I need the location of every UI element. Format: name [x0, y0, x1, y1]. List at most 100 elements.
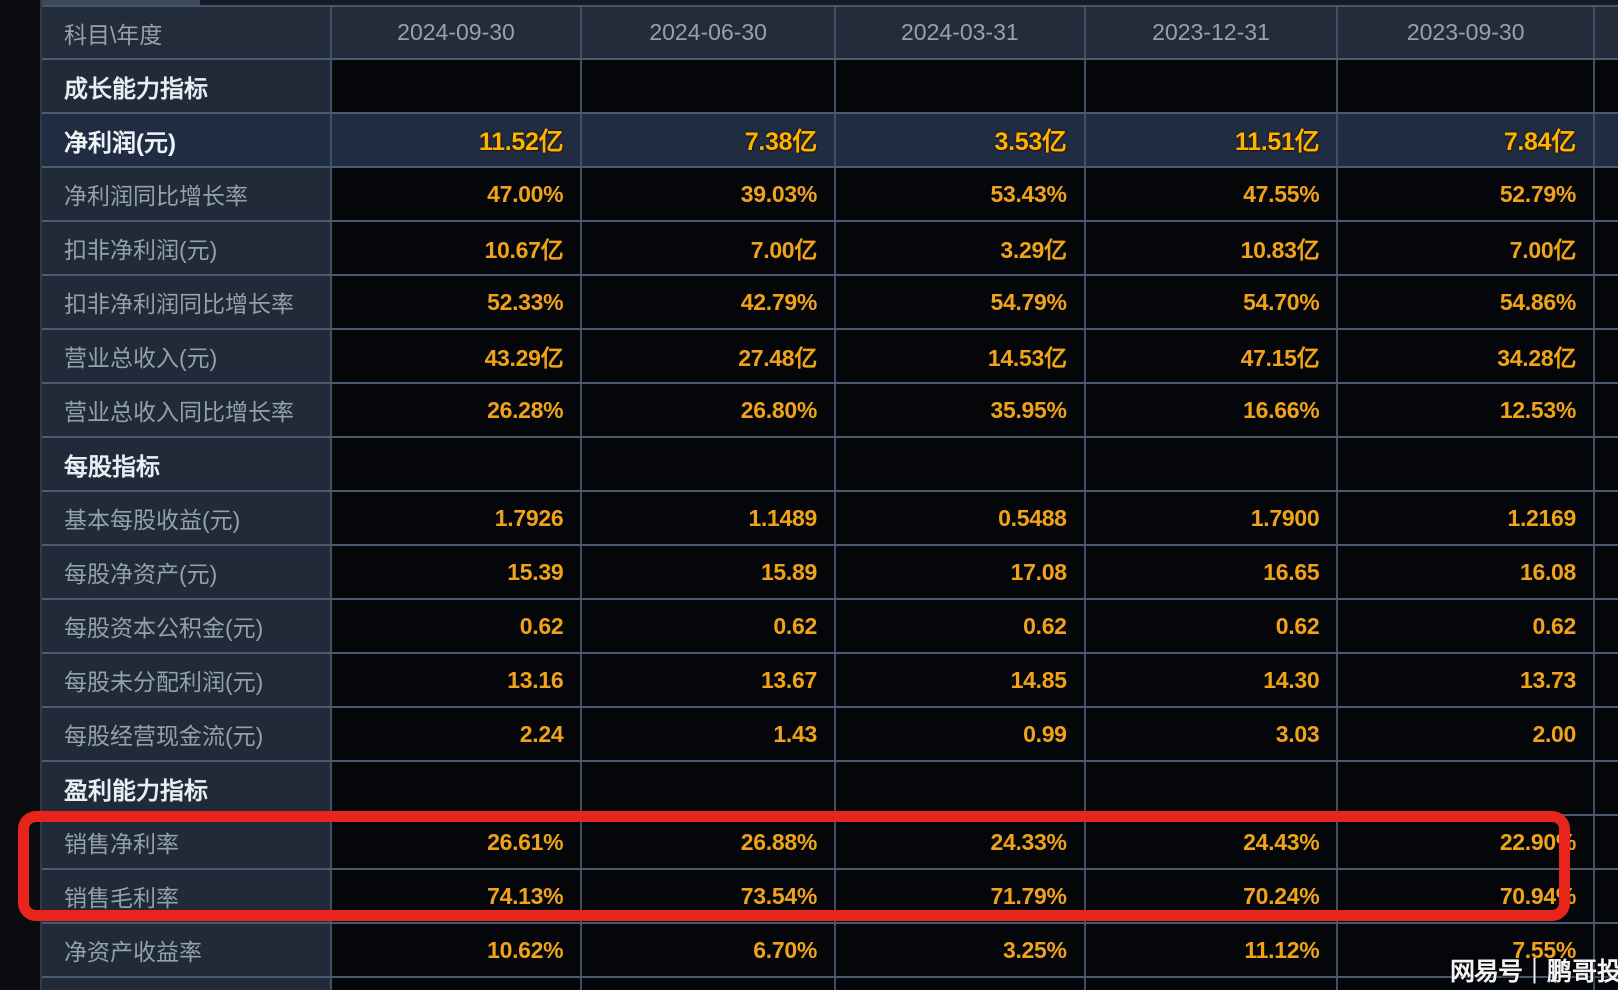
clipped-column-cell — [1595, 654, 1618, 706]
cell-value: 26.61% — [331, 816, 583, 868]
cell-value: 1.7926 — [331, 492, 583, 544]
cell-value: 1.2169 — [1338, 492, 1596, 544]
table-row[interactable]: 销售毛利率 74.13% 73.54% 71.79% 70.24% 70.94% — [42, 870, 1618, 924]
cell-value: 15.89 — [582, 546, 836, 598]
cell-value: 10.83亿 — [1085, 222, 1339, 274]
page-background-strip — [0, 0, 40, 990]
netease-watermark: 网易号｜鹏哥投研 — [1450, 952, 1618, 988]
cell-value: 53.43% — [836, 168, 1086, 220]
header-date-4: 2023-12-31 — [1085, 7, 1339, 58]
cell-value — [331, 762, 583, 814]
clipped-column-cell — [1595, 60, 1618, 112]
row-label: 净利润(元) — [42, 114, 332, 166]
cell-value: 34.28亿 — [1338, 330, 1596, 382]
cell-value — [1085, 60, 1339, 112]
cell-value — [836, 438, 1086, 490]
cell-value: 24.33% — [836, 816, 1086, 868]
cell-value: 14.53亿 — [836, 330, 1086, 382]
cell-value — [1338, 60, 1596, 112]
row-label: 每股经营现金流(元) — [42, 708, 332, 760]
cell-value: 13.67 — [582, 654, 836, 706]
clipped-cell — [42, 978, 332, 990]
cell-value: 54.79% — [836, 276, 1086, 328]
cell-value: 16.65 — [1085, 546, 1339, 598]
netease-logo-text: 网易号 — [1450, 958, 1523, 986]
cell-value: 74.13% — [331, 870, 583, 922]
cell-value: 1.43 — [582, 708, 836, 760]
cell-value: 52.79% — [1338, 168, 1596, 220]
table-row[interactable]: 每股资本公积金(元) 0.62 0.62 0.62 0.62 0.62 — [42, 600, 1618, 654]
cell-value: 22.90% — [1338, 816, 1596, 868]
cell-value: 70.94% — [1338, 870, 1596, 922]
table-row[interactable]: 扣非净利润(元) 10.67亿 7.00亿 3.29亿 10.83亿 7.00亿 — [42, 222, 1618, 276]
clipped-column-cell — [1595, 708, 1618, 760]
cell-value: 2.24 — [331, 708, 583, 760]
cell-value: 1.1489 — [582, 492, 836, 544]
clipped-column-cell — [1595, 168, 1618, 220]
clipped-column-cell — [1594, 114, 1618, 166]
cell-value: 3.53亿 — [835, 114, 1086, 166]
table-row[interactable]: 扣非净利润同比增长率 52.33% 42.79% 54.79% 54.70% 54.86% — [42, 276, 1618, 330]
cell-value: 14.30 — [1085, 654, 1339, 706]
table-row[interactable]: 每股净资产(元) 15.39 15.89 17.08 16.65 16.08 — [42, 546, 1618, 600]
table-row[interactable]: 每股指标 — [42, 438, 1618, 492]
cell-value — [331, 60, 583, 112]
table-row[interactable]: 营业总收入同比增长率 26.28% 26.80% 35.95% 16.66% 12.53% — [42, 384, 1618, 438]
table-row[interactable]: 净资产收益率 10.62% 6.70% 3.25% 11.12% 7.55% — [42, 924, 1618, 978]
row-label: 营业总收入(元) — [42, 330, 332, 382]
header-clipped-column — [1595, 7, 1618, 58]
cell-value: 43.29亿 — [331, 330, 583, 382]
watermark-separator: ｜ — [1522, 958, 1548, 986]
header-date-5: 2023-09-30 — [1338, 7, 1596, 58]
table-row[interactable]: 盈利能力指标 — [42, 762, 1618, 816]
cell-value: 24.43% — [1085, 816, 1339, 868]
cell-value: 10.67亿 — [331, 222, 583, 274]
cell-value: 3.25% — [836, 924, 1086, 976]
cell-value: 7.84亿 — [1338, 114, 1595, 166]
table-row[interactable]: 净利润(元) 11.52亿 7.38亿 3.53亿 11.51亿 7.84亿 — [42, 114, 1618, 168]
clipped-cell — [1595, 978, 1618, 990]
cell-value — [1085, 762, 1339, 814]
header-date-1: 2024-09-30 — [331, 7, 583, 58]
table-row[interactable]: 每股经营现金流(元) 2.24 1.43 0.99 3.03 2.00 — [42, 708, 1618, 762]
cell-value: 42.79% — [582, 276, 836, 328]
cell-value: 73.54% — [582, 870, 836, 922]
cell-value: 10.62% — [331, 924, 583, 976]
row-label: 销售净利率 — [42, 816, 332, 868]
cell-value: 7.55% — [1338, 924, 1596, 976]
cell-value: 12.53% — [1338, 384, 1596, 436]
clipped-column-cell — [1595, 762, 1618, 814]
row-label: 每股指标 — [42, 438, 332, 490]
cell-value: 11.51亿 — [1085, 114, 1339, 166]
row-label: 每股净资产(元) — [42, 546, 332, 598]
clipped-column-cell — [1595, 816, 1618, 868]
table-row[interactable]: 成长能力指标 — [42, 60, 1618, 114]
cell-value: 17.08 — [836, 546, 1086, 598]
clipped-column-cell — [1595, 600, 1618, 652]
cell-value: 7.00亿 — [1338, 222, 1596, 274]
table-row[interactable]: 销售净利率 26.61% 26.88% 24.33% 24.43% 22.90% — [42, 816, 1618, 870]
clipped-cell — [1338, 978, 1596, 990]
cell-value: 0.62 — [582, 600, 836, 652]
row-label: 盈利能力指标 — [42, 762, 332, 814]
cell-value: 54.70% — [1085, 276, 1339, 328]
clipped-column-cell — [1595, 276, 1618, 328]
clipped-column-cell — [1595, 222, 1618, 274]
cell-value: 2.00 — [1338, 708, 1596, 760]
watermark-author: 鹏哥投研 — [1547, 958, 1618, 986]
clipped-column-cell — [1595, 438, 1618, 490]
cell-value: 54.86% — [1338, 276, 1596, 328]
table-row[interactable]: 净利润同比增长率 47.00% 39.03% 53.43% 47.55% 52.79% — [42, 168, 1618, 222]
clipped-cell — [836, 978, 1086, 990]
cell-value: 6.70% — [582, 924, 836, 976]
table-header-row: 科目\年度 2024-09-30 2024-06-30 2024-03-31 2… — [42, 7, 1618, 60]
table-row[interactable]: 营业总收入(元) 43.29亿 27.48亿 14.53亿 47.15亿 34.28亿 — [42, 330, 1618, 384]
row-label: 每股资本公积金(元) — [42, 600, 332, 652]
table-row[interactable]: 每股未分配利润(元) 13.16 13.67 14.85 14.30 13.73 — [42, 654, 1618, 708]
cell-value: 16.08 — [1338, 546, 1596, 598]
table-row[interactable]: 基本每股收益(元) 1.7926 1.1489 0.5488 1.7900 1.2169 — [42, 492, 1618, 546]
cell-value: 7.00亿 — [582, 222, 836, 274]
cell-value: 11.52亿 — [331, 114, 583, 166]
clipped-cell — [1085, 978, 1339, 990]
cell-value — [1085, 438, 1339, 490]
